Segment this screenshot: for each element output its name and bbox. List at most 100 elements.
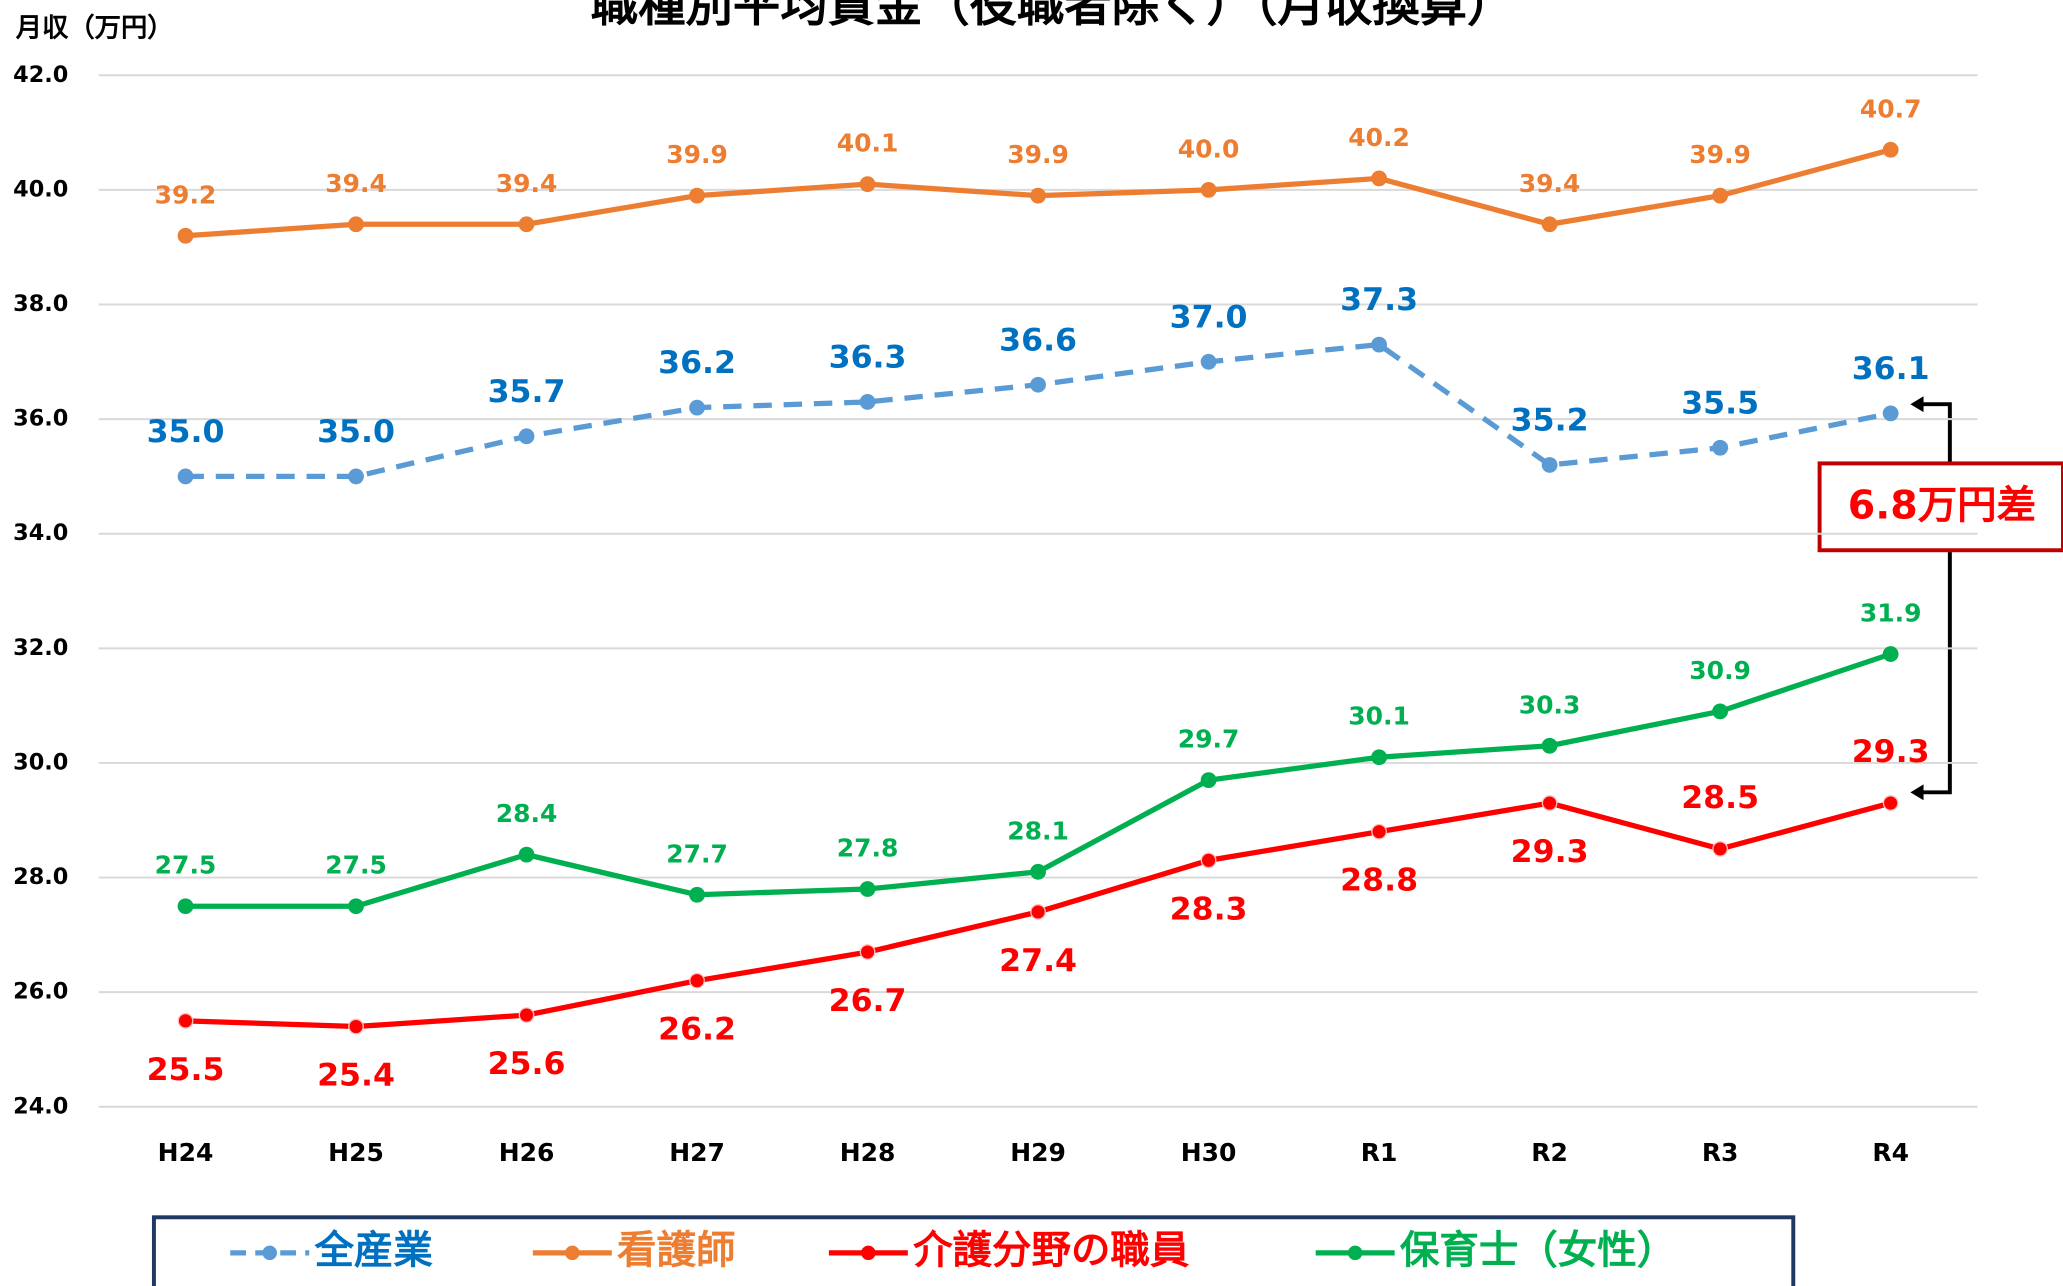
- legend-label: 看護師: [617, 1227, 735, 1273]
- y-tick-label: 24.0: [13, 1093, 68, 1119]
- chart-title: 職種別平均賃金（役職者除く）（月収換算）: [591, 0, 1515, 33]
- series-line: [185, 341, 1892, 480]
- data-label: 27.8: [837, 834, 899, 863]
- y-tick-label: 32.0: [13, 635, 68, 661]
- data-point: [177, 898, 194, 915]
- data-label: 36.1: [1852, 351, 1930, 387]
- x-tick-label: H24: [158, 1138, 214, 1167]
- data-label: 36.3: [829, 340, 907, 376]
- data-label: 40.1: [837, 129, 899, 158]
- data-label: 39.4: [325, 169, 387, 198]
- data-point: [1882, 141, 1899, 158]
- data-point: [1712, 187, 1729, 204]
- legend-marker: [1347, 1245, 1363, 1261]
- x-tick-label: H25: [328, 1138, 384, 1167]
- data-label: 35.5: [1681, 385, 1759, 421]
- data-label: 39.9: [1689, 140, 1751, 169]
- data-point: [859, 881, 876, 897]
- data-point: [1030, 376, 1046, 393]
- data-point: [859, 394, 876, 410]
- data-label: 39.9: [1007, 140, 1069, 169]
- data-label: 39.2: [155, 180, 217, 209]
- legend-label: 保育士（女性）: [1400, 1227, 1676, 1273]
- data-point: [177, 1012, 194, 1029]
- data-label: 28.3: [1170, 891, 1248, 927]
- y-tick-label: 38.0: [13, 291, 68, 317]
- legend-marker: [861, 1245, 876, 1261]
- data-label: 31.9: [1860, 599, 1922, 628]
- y-tick-label: 36.0: [13, 406, 68, 432]
- data-point: [1882, 646, 1899, 662]
- data-point: [1712, 703, 1729, 720]
- data-point: [1882, 795, 1899, 811]
- data-label: 37.3: [1340, 282, 1418, 318]
- data-point: [348, 898, 364, 915]
- data-point: [1371, 336, 1387, 353]
- data-label: 30.9: [1689, 656, 1751, 685]
- y-tick-label: 34.0: [13, 520, 68, 546]
- data-point: [689, 886, 705, 903]
- data-label: 30.1: [1348, 702, 1410, 731]
- legend-label: 全産業: [313, 1227, 433, 1273]
- data-point: [1371, 749, 1387, 766]
- data-point: [177, 227, 194, 244]
- data-label: 40.7: [1860, 94, 1922, 123]
- y-tick-label: 30.0: [13, 749, 68, 775]
- x-tick-label: R2: [1531, 1138, 1568, 1167]
- x-tick-label: R4: [1872, 1138, 1909, 1167]
- x-tick-label: R3: [1702, 1138, 1739, 1167]
- data-label: 27.4: [999, 943, 1077, 979]
- data-label: 39.4: [496, 169, 558, 198]
- annotation: 6.8万円差: [1848, 483, 2036, 529]
- data-point: [1882, 405, 1899, 422]
- x-tick-label: H27: [669, 1138, 725, 1167]
- data-label: 35.2: [1511, 403, 1589, 439]
- data-point: [1371, 170, 1387, 187]
- data-label: 29.3: [1852, 734, 1930, 770]
- x-tick-label: H30: [1181, 1138, 1237, 1167]
- data-point: [859, 944, 876, 960]
- data-point: [1200, 852, 1217, 869]
- data-point: [177, 468, 194, 485]
- data-label: 28.4: [496, 799, 558, 828]
- data-point: [348, 468, 364, 485]
- data-label: 25.4: [317, 1058, 395, 1094]
- data-point: [1541, 795, 1558, 811]
- data-label: 28.1: [1007, 816, 1069, 845]
- y-tick-label: 28.0: [13, 864, 68, 890]
- data-label: 35.7: [488, 374, 566, 410]
- annotation-box: [1817, 461, 2063, 553]
- data-label: 27.5: [155, 851, 217, 880]
- data-point: [518, 216, 535, 233]
- data-point: [1371, 823, 1387, 840]
- data-point: [1541, 737, 1558, 754]
- data-label: 28.8: [1340, 863, 1418, 899]
- data-point: [1030, 187, 1046, 204]
- data-label: 29.7: [1178, 725, 1240, 754]
- data-point: [518, 1007, 535, 1023]
- data-point: [689, 972, 705, 989]
- data-label: 36.2: [658, 345, 736, 381]
- data-point: [1200, 181, 1217, 198]
- data-label: 36.6: [999, 322, 1077, 358]
- data-label: 35.0: [147, 414, 225, 450]
- data-point: [348, 216, 364, 233]
- data-label: 27.5: [325, 851, 387, 880]
- data-label: 26.2: [658, 1012, 736, 1048]
- x-tick-label: H26: [499, 1138, 555, 1167]
- legend-box: [151, 1215, 1796, 1286]
- data-label: 39.9: [666, 140, 728, 169]
- legend-marker: [262, 1245, 277, 1261]
- data-point: [1200, 353, 1217, 370]
- data-label: 39.4: [1519, 169, 1581, 198]
- data-point: [1712, 841, 1729, 857]
- x-tick-label: H29: [1010, 1138, 1066, 1167]
- data-label: 40.2: [1348, 123, 1410, 152]
- data-point: [1541, 216, 1558, 233]
- data-point: [689, 399, 705, 416]
- y-tick-label: 26.0: [13, 979, 68, 1005]
- data-label: 40.0: [1178, 134, 1240, 163]
- data-point: [1200, 772, 1217, 789]
